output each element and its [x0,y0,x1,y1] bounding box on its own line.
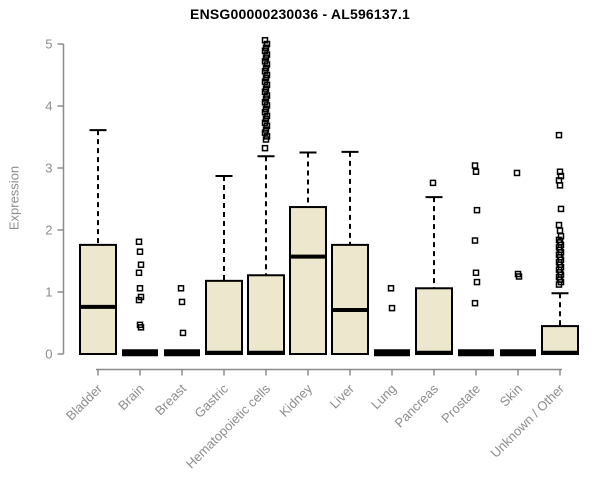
y-tick-label: 5 [45,37,52,52]
outlier-point [261,37,269,44]
outlier-point [387,285,395,292]
outlier-point [261,99,269,106]
y-tick-label: 0 [45,347,52,362]
outlier-point [472,168,480,175]
outlier-point [388,304,396,312]
y-tick-label: 4 [45,99,52,114]
box-iqr [541,325,579,356]
outlier-point [178,298,186,306]
outlier-point [429,179,437,187]
boxplot-kidney [289,151,327,355]
boxplot-bladder [79,129,117,356]
outlier-point [135,238,143,246]
outlier-point [262,64,270,72]
boxplot-brain [122,238,158,357]
outlier-point [555,131,563,139]
y-tick-label: 2 [45,223,52,238]
y-tick-label: 1 [45,285,52,300]
outlier-point [135,296,143,304]
box-collapsed [164,349,200,357]
outlier-point [136,248,144,255]
boxplot-pancreas [415,179,453,355]
outlier-point [555,221,563,229]
outlier-point [137,261,145,268]
outlier-point [262,126,270,133]
outlier-point [555,281,563,288]
box-collapsed [458,349,494,357]
x-tick-label-brain: Brain [115,381,147,413]
outlier-point [473,206,481,214]
outlier-point [261,58,269,65]
box-iqr [205,279,243,355]
boxplot-prostate [458,162,494,357]
outlier-point [515,273,523,280]
y-tick-label: 3 [45,161,52,176]
box-iqr [79,243,117,356]
boxplot-skin [500,169,536,357]
outlier-point [513,169,521,177]
x-tick-label-breast: Breast [152,381,189,418]
box-collapsed [500,349,536,357]
outlier-point [262,44,270,51]
outlier-point [556,227,564,234]
x-tick-label-pancreas: Pancreas [392,381,442,431]
outlier-point [473,278,481,286]
x-tick-label-bladder: Bladder [63,381,106,424]
x-tick-label-gastric: Gastric [191,381,231,421]
x-tick-label-unknown-other: Unknown / Other [488,381,568,461]
boxplot-breast [164,285,200,357]
y-axis: 0 1 2 3 4 5 [45,37,65,362]
outlier-point [471,162,479,169]
outlier-point [261,119,269,126]
boxplot-lung [374,285,410,357]
y-axis-label: Expression [6,165,22,231]
outlier-point [556,182,564,189]
x-tick-label-kidney: Kidney [276,381,315,420]
outlier-point [262,105,270,113]
outlier-point [136,285,144,292]
outlier-point [471,237,479,244]
x-tick-label-skin: Skin [497,381,525,409]
outlier-point [472,269,480,277]
box-collapsed [374,349,410,357]
chart-title: ENSG00000230036 - AL596137.1 [190,6,410,22]
outlier-point [261,144,269,152]
boxplot-gastric [205,175,243,355]
outlier-point [135,269,143,277]
x-tick-label-lung: Lung [368,381,399,412]
x-tick-label-prostate: Prostate [438,381,483,426]
outlier-point [471,299,479,307]
outlier-point [262,85,270,92]
outlier-point [179,329,187,337]
boxplot-unknown-other [541,131,579,356]
outlier-point [557,205,565,213]
outlier-point [261,78,269,86]
boxplot-hematopoietic-cells [247,37,285,356]
box-collapsed [122,349,158,357]
x-tick-label-liver: Liver [327,381,358,412]
box-iqr [289,206,327,355]
outlier-point [137,324,145,331]
box-iqr [331,243,369,356]
boxplot-liver [331,150,369,356]
outlier-point [177,285,185,292]
box-iqr [247,274,285,356]
box-iqr [415,287,453,355]
